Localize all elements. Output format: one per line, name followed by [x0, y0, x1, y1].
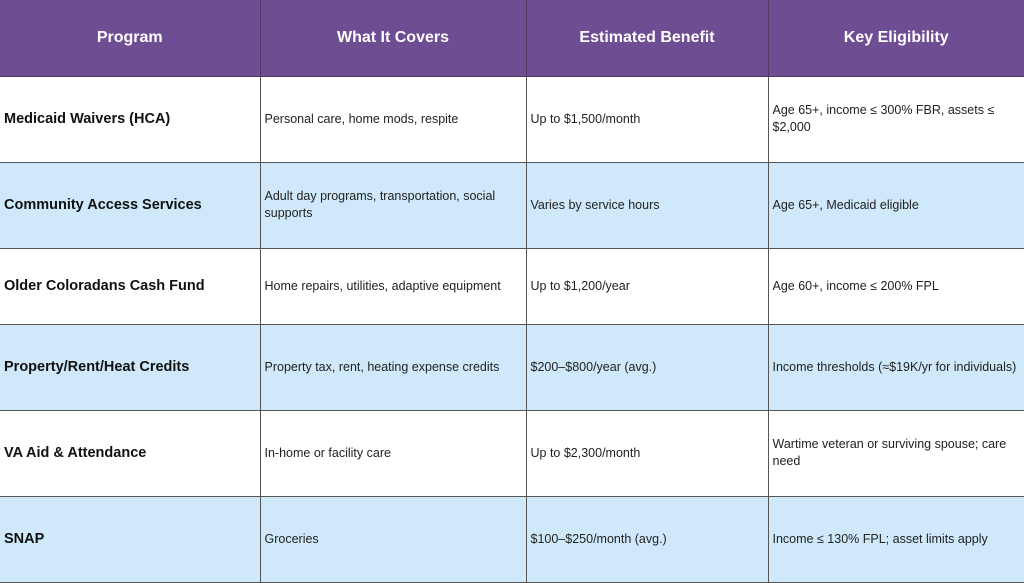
program-cell: SNAP — [0, 496, 261, 583]
benefit-cell: Up to $1,500/month — [526, 76, 769, 163]
table-row: Older Coloradans Cash Fund Home repairs,… — [0, 248, 1024, 325]
eligibility-cell: Age 65+, Medicaid eligible — [768, 162, 1024, 249]
program-cell: Medicaid Waivers (HCA) — [0, 76, 261, 163]
program-cell: VA Aid & Attendance — [0, 410, 261, 497]
benefit-cell: Up to $2,300/month — [526, 410, 769, 497]
table-header: Program What It Covers Estimated Benefit… — [0, 0, 1024, 77]
covers-cell: Property tax, rent, heating expense cred… — [260, 324, 527, 411]
header-row: Program What It Covers Estimated Benefit… — [0, 0, 1024, 77]
header-estimated-benefit: Estimated Benefit — [526, 0, 769, 77]
program-cell: Property/Rent/Heat Credits — [0, 324, 261, 411]
header-key-eligibility: Key Eligibility — [768, 0, 1024, 77]
program-cell: Community Access Services — [0, 162, 261, 249]
eligibility-cell: Age 65+, income ≤ 300% FBR, assets ≤ $2,… — [768, 76, 1024, 163]
benefit-cell: Varies by service hours — [526, 162, 769, 249]
table-row: Medicaid Waivers (HCA) Personal care, ho… — [0, 76, 1024, 163]
eligibility-cell: Age 60+, income ≤ 200% FPL — [768, 248, 1024, 325]
header-program: Program — [0, 0, 261, 77]
covers-cell: Groceries — [260, 496, 527, 583]
header-what-it-covers: What It Covers — [260, 0, 527, 77]
eligibility-cell: Wartime veteran or surviving spouse; car… — [768, 410, 1024, 497]
eligibility-cell: Income ≤ 130% FPL; asset limits apply — [768, 496, 1024, 583]
table-row: SNAP Groceries $100–$250/month (avg.) In… — [0, 496, 1024, 583]
table-body: Medicaid Waivers (HCA) Personal care, ho… — [0, 76, 1024, 583]
covers-cell: In-home or facility care — [260, 410, 527, 497]
table-row: VA Aid & Attendance In-home or facility … — [0, 410, 1024, 497]
table-row: Property/Rent/Heat Credits Property tax,… — [0, 324, 1024, 411]
table-row: Community Access Services Adult day prog… — [0, 162, 1024, 249]
benefit-cell: $100–$250/month (avg.) — [526, 496, 769, 583]
eligibility-cell: Income thresholds (≈$19K/yr for individu… — [768, 324, 1024, 411]
covers-cell: Personal care, home mods, respite — [260, 76, 527, 163]
benefit-cell: $200–$800/year (avg.) — [526, 324, 769, 411]
program-cell: Older Coloradans Cash Fund — [0, 248, 261, 325]
covers-cell: Home repairs, utilities, adaptive equipm… — [260, 248, 527, 325]
benefit-cell: Up to $1,200/year — [526, 248, 769, 325]
covers-cell: Adult day programs, transportation, soci… — [260, 162, 527, 249]
